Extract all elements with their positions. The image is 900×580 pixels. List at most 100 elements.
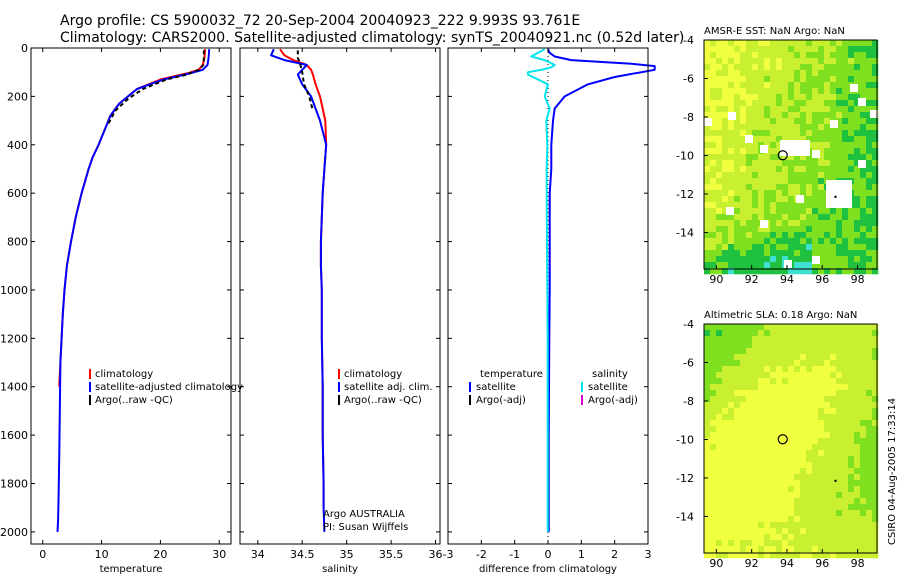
map-cell (746, 250, 753, 257)
map-cell (848, 498, 855, 505)
map-cell (818, 546, 825, 553)
map-cell (782, 178, 789, 185)
map-cell (704, 202, 711, 209)
map-cell (764, 190, 771, 197)
map-cell (836, 324, 843, 331)
map-cell (824, 58, 831, 65)
map-cell (824, 468, 831, 475)
map-cell (836, 450, 843, 457)
map-cell (854, 342, 861, 349)
map-cell (722, 64, 729, 71)
map-cell (794, 474, 801, 481)
map-cell (860, 498, 867, 505)
legend-label: temperature (480, 369, 543, 380)
legend-label: salinity (592, 369, 628, 380)
map-cell (782, 244, 789, 251)
map-cell (818, 106, 825, 113)
map-cell (800, 172, 807, 179)
map-cell (728, 52, 735, 59)
map-cell (716, 40, 723, 47)
map-cell (824, 510, 831, 517)
map-cell (740, 444, 747, 451)
map-cell (800, 76, 807, 83)
map-cell (872, 256, 879, 263)
map-cell (740, 522, 747, 529)
map-cell (776, 408, 783, 415)
map-cell (710, 142, 717, 149)
map-cell (752, 238, 759, 245)
map-cell (860, 64, 867, 71)
map-cell (800, 402, 807, 409)
map-cell (806, 82, 813, 89)
map-cell (752, 372, 759, 379)
map-frame (703, 323, 878, 554)
map-cell (872, 534, 879, 541)
map-cell (704, 64, 711, 71)
map-cell (746, 82, 753, 89)
map-cell (800, 390, 807, 397)
map-cell (782, 444, 789, 451)
map-cell (716, 462, 723, 469)
map-cell (770, 196, 777, 203)
map-cell (818, 76, 825, 83)
map-cell (788, 402, 795, 409)
map-cell (806, 100, 813, 107)
map-cell (788, 342, 795, 349)
map-cell (704, 232, 711, 239)
map-cell (722, 76, 729, 83)
map-cell (764, 402, 771, 409)
map-cell (866, 76, 873, 83)
map-cell (836, 492, 843, 499)
map-cell (764, 462, 771, 469)
map-cell (836, 396, 843, 403)
map-cell (800, 438, 807, 445)
map-cell (734, 528, 741, 535)
map-cell (716, 324, 723, 331)
map-cell (716, 390, 723, 397)
map-cell (824, 154, 831, 161)
map-cell (824, 366, 831, 373)
map-cell (758, 64, 765, 71)
map-cell (800, 462, 807, 469)
map-cell (770, 402, 777, 409)
map-cell (806, 232, 813, 239)
map-cell (740, 360, 747, 367)
map-cell (782, 106, 789, 113)
map-cell (752, 76, 759, 83)
series-line-salinity-satellite (527, 48, 556, 532)
map-cell (770, 106, 777, 113)
y-tick-label: -6 (683, 356, 694, 369)
map-cell (836, 142, 843, 149)
map-cell (740, 438, 747, 445)
map-cell (794, 232, 801, 239)
map-cell (806, 46, 813, 53)
map-cell (872, 390, 879, 397)
map-cell (770, 324, 777, 331)
map-cell (716, 88, 723, 95)
map-cell (752, 196, 759, 203)
map-cell (854, 426, 861, 433)
map-cell (716, 220, 723, 227)
map-cell (722, 450, 729, 457)
map-cell (716, 540, 723, 547)
map-cell (752, 474, 759, 481)
map-cell (842, 46, 849, 53)
map-cell (722, 46, 729, 53)
map-cell (812, 262, 819, 269)
map-cell (758, 330, 765, 337)
map-cell (800, 498, 807, 505)
map-cell (704, 540, 711, 547)
map-cell (710, 40, 717, 47)
map-cell (782, 468, 789, 475)
map-cell (854, 402, 861, 409)
map-cell (800, 432, 807, 439)
map-cell (860, 268, 867, 275)
map-cell (716, 372, 723, 379)
map-cell (830, 498, 837, 505)
map-cell (866, 348, 873, 355)
map-cell (764, 516, 771, 523)
map-cell (800, 208, 807, 215)
map-cell (794, 378, 801, 385)
map-cell (818, 432, 825, 439)
map-cell (824, 336, 831, 343)
